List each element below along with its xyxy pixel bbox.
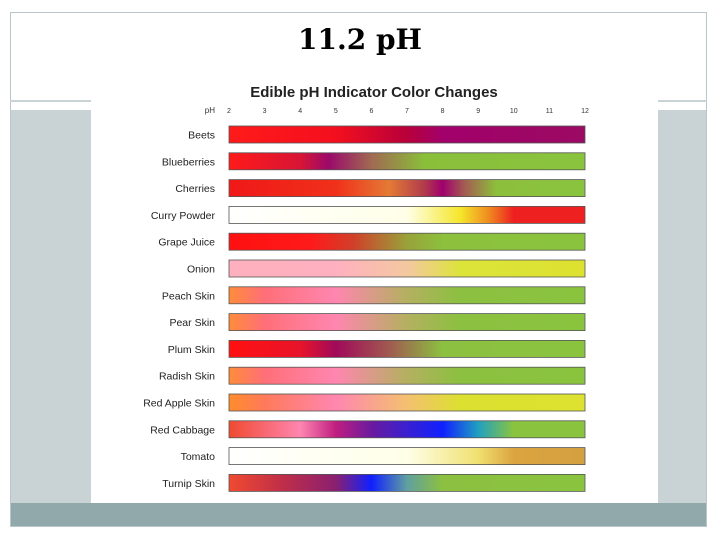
indicator-color-bar bbox=[228, 286, 586, 305]
indicator-color-bar bbox=[228, 125, 586, 144]
indicator-label: Blueberries bbox=[162, 156, 215, 168]
indicator-color-bar bbox=[228, 366, 586, 385]
indicator-rows: Beets Blueberries Cherries Curry Powder Grap… bbox=[143, 125, 586, 492]
indicator-label: Peach Skin bbox=[162, 290, 215, 302]
indicator-label: Red Cabbage bbox=[150, 424, 215, 436]
indicator-label: Onion bbox=[187, 264, 215, 276]
indicator-color-bar bbox=[228, 152, 586, 171]
ph-tick-label: 4 bbox=[298, 108, 302, 115]
indicator-color-bar bbox=[228, 313, 586, 332]
indicator-color-bar bbox=[228, 420, 586, 439]
ph-tick-label: 3 bbox=[263, 108, 267, 115]
indicator-label: Pear Skin bbox=[169, 317, 215, 329]
indicator-label: Radish Skin bbox=[159, 371, 215, 383]
slide-title: 11.2 pH bbox=[298, 23, 422, 56]
ph-indicator-chart: Edible pH Indicator Color Changes pH 2 3 4… bbox=[143, 84, 589, 492]
indicator-color-bar bbox=[228, 473, 586, 492]
indicator-color-bar bbox=[228, 232, 586, 251]
ph-tick-label: 7 bbox=[405, 108, 409, 115]
ph-tick-label: 8 bbox=[441, 108, 445, 115]
indicator-label: Beets bbox=[188, 130, 215, 142]
ph-tick-labels: 2 3 4 5 6 7 8 9 10 11 12 bbox=[227, 108, 589, 115]
chart-panel: Edible pH Indicator Color Changes pH 2 3 4… bbox=[91, 70, 658, 503]
ph-tick-label: 5 bbox=[334, 108, 338, 115]
indicator-color-bar bbox=[228, 179, 586, 197]
ph-tick-label: 9 bbox=[476, 108, 480, 115]
ph-tick-label: 10 bbox=[510, 108, 518, 115]
indicator-label: Turnip Skin bbox=[162, 478, 215, 490]
indicator-color-bar bbox=[228, 205, 586, 224]
indicator-label: Tomato bbox=[181, 451, 216, 463]
footer-bar bbox=[11, 503, 706, 526]
ph-tick-label: 2 bbox=[227, 108, 231, 115]
ph-tick-label: 12 bbox=[581, 108, 589, 115]
ph-tick-label: 11 bbox=[546, 108, 553, 115]
indicator-label: Grape Juice bbox=[158, 237, 215, 249]
indicator-label: Red Apple Skin bbox=[143, 398, 215, 410]
ph-axis-label: pH bbox=[205, 106, 215, 115]
right-side-panel bbox=[658, 110, 706, 503]
indicator-color-bar bbox=[228, 447, 586, 466]
indicator-color-bar bbox=[228, 393, 586, 412]
left-side-panel bbox=[11, 110, 91, 503]
indicator-label: Plum Skin bbox=[168, 344, 215, 356]
indicator-label: Cherries bbox=[175, 183, 215, 195]
chart-title: Edible pH Indicator Color Changes bbox=[250, 84, 498, 101]
ph-tick-label: 6 bbox=[369, 108, 373, 115]
indicator-color-bar bbox=[228, 339, 586, 358]
indicator-label: Curry Powder bbox=[151, 210, 216, 222]
indicator-color-bar bbox=[228, 259, 586, 278]
